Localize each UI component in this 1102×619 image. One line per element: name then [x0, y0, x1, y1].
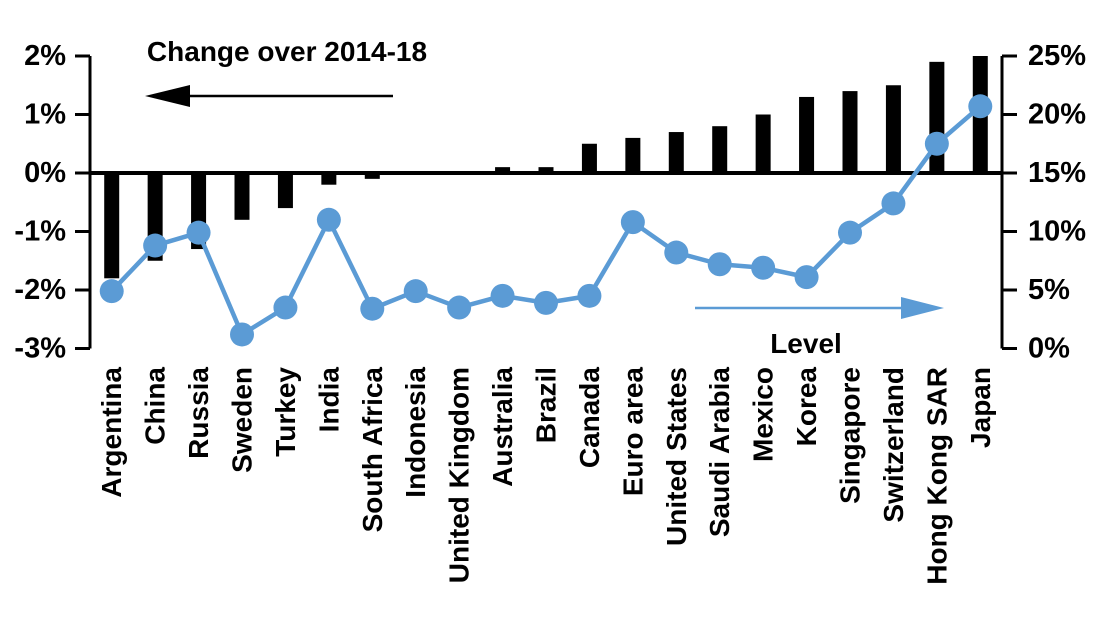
- bar: [755, 114, 771, 173]
- category-label: Australia: [487, 367, 518, 487]
- category-label: Switzerland: [878, 367, 909, 523]
- level-arrow-head: [901, 297, 944, 319]
- line-point: [794, 265, 819, 290]
- bar: [712, 126, 728, 173]
- line-point: [707, 252, 732, 277]
- line-point: [924, 131, 949, 156]
- category-label: Korea: [791, 367, 822, 447]
- category-label: Turkey: [270, 367, 301, 457]
- category-label: Japan: [965, 367, 996, 448]
- line-point: [447, 295, 472, 320]
- line-point: [273, 295, 298, 320]
- left-axis-tick-label: -3%: [14, 333, 66, 365]
- category-label: Mexico: [748, 367, 779, 462]
- line-point: [534, 290, 558, 315]
- category-label: Brazil: [531, 367, 562, 443]
- right-axis-tick-label: 10%: [1028, 216, 1086, 248]
- left-axis-tick-label: 2%: [24, 40, 66, 72]
- line-point: [664, 240, 689, 265]
- category-label: Singapore: [835, 367, 866, 504]
- category-label: China: [140, 367, 171, 445]
- category-label: United Kingdom: [444, 367, 475, 583]
- right-axis-tick-label: 0%: [1028, 333, 1070, 365]
- category-label: United States: [661, 367, 692, 546]
- bar: [668, 132, 684, 173]
- bar: [929, 61, 945, 173]
- bar: [885, 85, 901, 173]
- left-axis-tick-label: -1%: [14, 216, 66, 248]
- bar: [625, 137, 641, 173]
- change-arrow-head: [145, 85, 190, 107]
- right-series-annotation-label: Level: [770, 328, 842, 359]
- line-point: [968, 94, 993, 119]
- category-label: Indonesia: [400, 367, 431, 498]
- category-label: India: [313, 367, 344, 433]
- line-point: [751, 255, 776, 280]
- line-point: [143, 233, 168, 258]
- bar: [321, 173, 337, 185]
- line-point: [838, 220, 862, 245]
- category-label: Hong Kong SAR: [921, 367, 952, 585]
- line-point: [403, 279, 428, 304]
- bar: [104, 173, 120, 279]
- line-point: [881, 191, 906, 216]
- line-point: [186, 220, 211, 245]
- left-series-annotation-label: Change over 2014-18: [146, 36, 428, 67]
- bar: [538, 167, 554, 173]
- left-axis-tick-label: 1%: [24, 99, 66, 131]
- category-label: Argentina: [96, 367, 127, 498]
- left-axis-tick-label: 0%: [24, 157, 66, 189]
- left-axis-tick-label: -2%: [14, 274, 66, 306]
- bar: [495, 167, 511, 173]
- category-label: Russia: [183, 367, 214, 459]
- bar: [364, 173, 380, 179]
- line-point: [99, 279, 124, 304]
- category-label: Canada: [574, 367, 605, 469]
- category-label: Saudi Arabia: [704, 367, 735, 538]
- bar: [799, 96, 815, 173]
- bar: [277, 173, 293, 209]
- right-axis-tick-label: 25%: [1028, 40, 1086, 72]
- line-point: [360, 296, 385, 321]
- bar: [842, 91, 858, 173]
- line-point: [230, 322, 254, 347]
- line-point: [620, 210, 645, 235]
- bar: [581, 143, 597, 173]
- right-axis-tick-label: 15%: [1028, 157, 1086, 189]
- line-point: [316, 207, 341, 232]
- category-label: Sweden: [227, 367, 258, 473]
- line-point: [490, 283, 515, 308]
- right-axis-tick-label: 5%: [1028, 274, 1070, 306]
- line-point: [577, 283, 602, 308]
- bar: [234, 173, 250, 220]
- category-label: Euro area: [617, 367, 648, 497]
- right-axis-tick-label: 20%: [1028, 99, 1086, 131]
- category-label: South Africa: [357, 367, 388, 533]
